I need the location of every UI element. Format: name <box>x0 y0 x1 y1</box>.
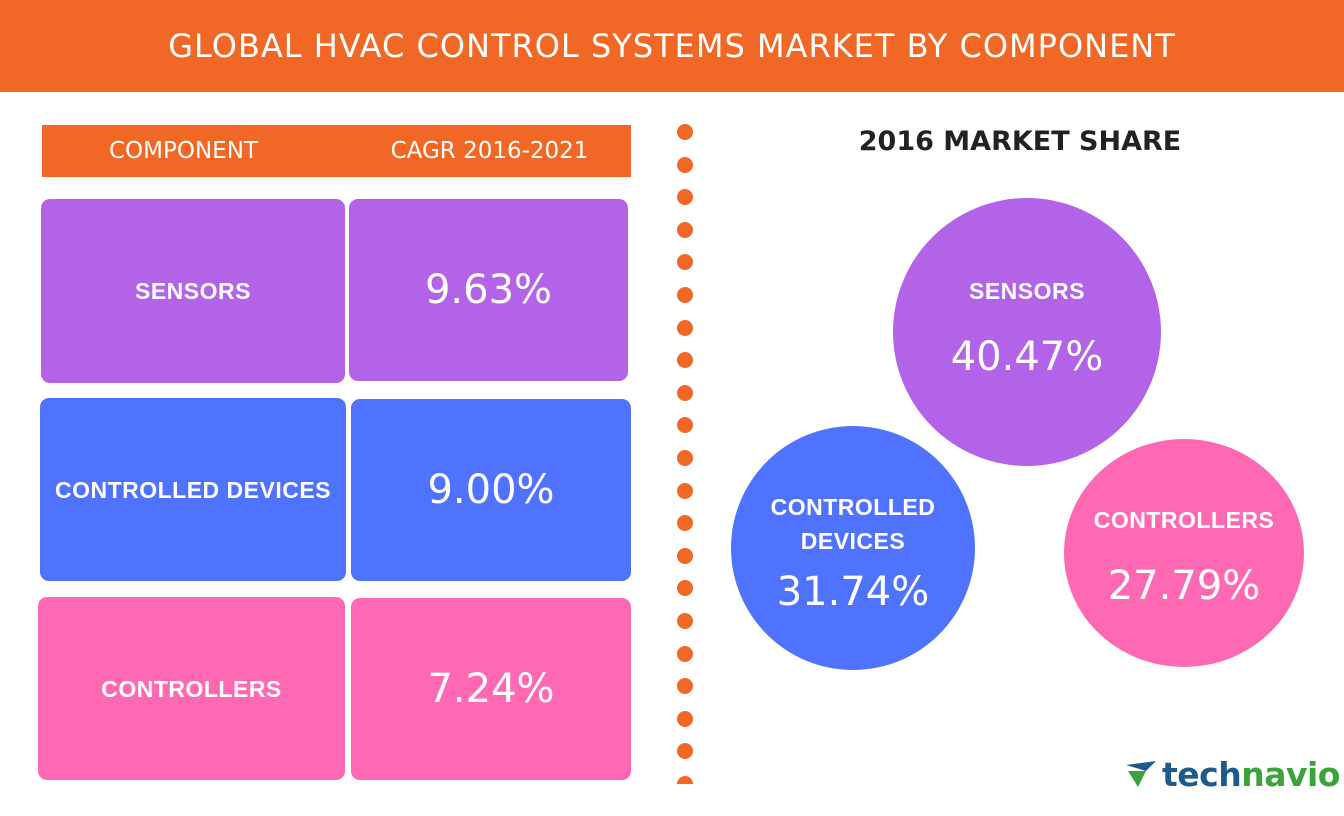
column-header-cagr: CAGR 2016-2021 <box>390 138 589 164</box>
divider-dot <box>677 678 693 695</box>
divider-dot <box>677 287 693 303</box>
divider-dot <box>677 710 693 727</box>
divider-dot <box>677 482 693 499</box>
cagr-value: 9.00% <box>427 467 555 513</box>
divider-dot <box>677 319 693 336</box>
divider-dot <box>677 547 693 564</box>
divider-dot <box>677 776 693 784</box>
table-cell-component: SENSORS <box>41 199 345 383</box>
divider-dot <box>677 189 693 206</box>
divider-dot <box>677 450 693 466</box>
divider-dot <box>677 613 693 629</box>
technavio-logo-icon <box>1126 761 1156 787</box>
cagr-value: 9.63% <box>424 267 553 313</box>
table-cell-cagr: 9.63% <box>349 199 628 381</box>
logo-text-navio: navio <box>1241 754 1340 794</box>
table-cell-cagr: 7.24% <box>351 598 631 780</box>
divider-dot <box>677 352 693 369</box>
header-bar: GLOBAL HVAC CONTROL SYSTEMS MARKET BY CO… <box>0 0 1344 92</box>
bubble-label: SENSORS <box>969 278 1085 304</box>
table-cell-cagr: 9.00% <box>351 399 631 581</box>
divider-dot <box>677 417 693 434</box>
bubble-value: 31.74% <box>776 569 930 615</box>
technavio-logo: tech navio <box>1124 752 1340 796</box>
cagr-value: 7.24% <box>427 666 555 712</box>
divider-dot <box>677 580 693 597</box>
dotted-divider <box>677 124 695 784</box>
logo-text-tech: tech <box>1162 754 1242 794</box>
bubble-value: 27.79% <box>1107 563 1261 609</box>
table-cell-component: CONTROLLERS <box>38 597 345 780</box>
divider-dot <box>677 254 693 271</box>
market-share-title: 2016 MARKET SHARE <box>858 126 1182 157</box>
table-header: COMPONENT CAGR 2016-2021 <box>42 125 631 177</box>
bubble-value: 40.47% <box>950 334 1104 380</box>
column-header-component: COMPONENT <box>109 138 258 164</box>
bubble-controlled-devices: CONTROLLED DEVICES 31.74% <box>731 426 975 670</box>
component-label: SENSORS <box>135 278 251 304</box>
bubble-controllers: CONTROLLERS 27.79% <box>1064 439 1304 667</box>
component-label: CONTROLLERS <box>101 675 282 702</box>
divider-dot <box>677 384 693 401</box>
divider-dot <box>677 124 693 140</box>
divider-dot <box>677 743 693 760</box>
bubble-label: CONTROLLED DEVICES <box>770 494 936 554</box>
divider-dot <box>677 221 693 238</box>
page-title: GLOBAL HVAC CONTROL SYSTEMS MARKET BY CO… <box>168 27 1176 65</box>
component-label: CONTROLLED DEVICES <box>54 476 332 503</box>
divider-dot <box>677 645 693 662</box>
bubble-sensors: SENSORS 40.47% <box>893 198 1161 466</box>
divider-dot <box>677 515 693 532</box>
divider-dot <box>677 156 693 173</box>
table-cell-component: CONTROLLED DEVICES <box>40 398 346 581</box>
bubble-label: CONTROLLERS <box>1093 507 1275 533</box>
